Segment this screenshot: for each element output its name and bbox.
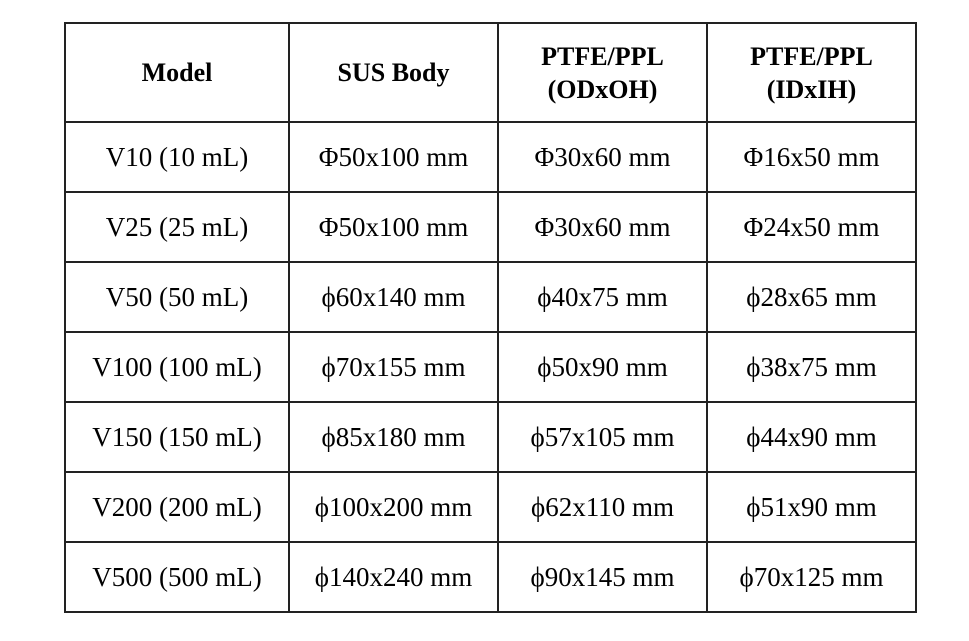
- specs-table: Model SUS Body PTFE/PPL (ODxOH) PTFE/PPL…: [64, 22, 917, 613]
- cell-sus-body: ϕ70x155 mm: [288, 331, 499, 403]
- cell-ptfe-id: ϕ70x125 mm: [706, 541, 917, 613]
- table-row: V25 (25 mL) Φ50x100 mm Φ30x60 mm Φ24x50 …: [64, 191, 917, 263]
- cell-ptfe-id: ϕ28x65 mm: [706, 261, 917, 333]
- table-row: V500 (500 mL) ϕ140x240 mm ϕ90x145 mm ϕ70…: [64, 541, 917, 613]
- table-row: V10 (10 mL) Φ50x100 mm Φ30x60 mm Φ16x50 …: [64, 121, 917, 193]
- cell-ptfe-id: ϕ38x75 mm: [706, 331, 917, 403]
- cell-ptfe-od: ϕ90x145 mm: [497, 541, 708, 613]
- cell-model: V100 (100 mL): [64, 331, 290, 403]
- cell-model: V10 (10 mL): [64, 121, 290, 193]
- table-row: V100 (100 mL) ϕ70x155 mm ϕ50x90 mm ϕ38x7…: [64, 331, 917, 403]
- cell-model: V150 (150 mL): [64, 401, 290, 473]
- header-cell-sus-body: SUS Body: [288, 22, 499, 123]
- header-label: SUS Body: [337, 58, 450, 87]
- cell-sus-body: ϕ100x200 mm: [288, 471, 499, 543]
- cell-sus-body: Φ50x100 mm: [288, 191, 499, 263]
- cell-sus-body: ϕ85x180 mm: [288, 401, 499, 473]
- cell-model: V200 (200 mL): [64, 471, 290, 543]
- cell-ptfe-od: Φ30x60 mm: [497, 191, 708, 263]
- cell-ptfe-od: ϕ57x105 mm: [497, 401, 708, 473]
- header-cell-model: Model: [64, 22, 290, 123]
- cell-ptfe-id: ϕ51x90 mm: [706, 471, 917, 543]
- cell-ptfe-od: ϕ62x110 mm: [497, 471, 708, 543]
- cell-ptfe-od: ϕ40x75 mm: [497, 261, 708, 333]
- table-row: V150 (150 mL) ϕ85x180 mm ϕ57x105 mm ϕ44x…: [64, 401, 917, 473]
- cell-ptfe-od: Φ30x60 mm: [497, 121, 708, 193]
- header-label: PTFE/PPL: [750, 41, 873, 71]
- header-label-sub: (ODxOH): [547, 74, 658, 104]
- cell-ptfe-id: ϕ44x90 mm: [706, 401, 917, 473]
- cell-model: V50 (50 mL): [64, 261, 290, 333]
- cell-ptfe-id: Φ16x50 mm: [706, 121, 917, 193]
- cell-sus-body: Φ50x100 mm: [288, 121, 499, 193]
- cell-model: V25 (25 mL): [64, 191, 290, 263]
- cell-sus-body: ϕ60x140 mm: [288, 261, 499, 333]
- header-row: Model SUS Body PTFE/PPL (ODxOH) PTFE/PPL…: [64, 22, 917, 123]
- cell-ptfe-id: Φ24x50 mm: [706, 191, 917, 263]
- header-cell-ptfe-od: PTFE/PPL (ODxOH): [497, 22, 708, 123]
- cell-ptfe-od: ϕ50x90 mm: [497, 331, 708, 403]
- header-label: PTFE/PPL: [541, 41, 664, 71]
- table-row: V50 (50 mL) ϕ60x140 mm ϕ40x75 mm ϕ28x65 …: [64, 261, 917, 333]
- table-body: V10 (10 mL) Φ50x100 mm Φ30x60 mm Φ16x50 …: [64, 121, 917, 613]
- table-header: Model SUS Body PTFE/PPL (ODxOH) PTFE/PPL…: [64, 22, 917, 123]
- header-cell-ptfe-id: PTFE/PPL (IDxIH): [706, 22, 917, 123]
- cell-sus-body: ϕ140x240 mm: [288, 541, 499, 613]
- header-label: Model: [141, 58, 213, 87]
- table-row: V200 (200 mL) ϕ100x200 mm ϕ62x110 mm ϕ51…: [64, 471, 917, 543]
- header-label-sub: (IDxIH): [766, 74, 857, 104]
- cell-model: V500 (500 mL): [64, 541, 290, 613]
